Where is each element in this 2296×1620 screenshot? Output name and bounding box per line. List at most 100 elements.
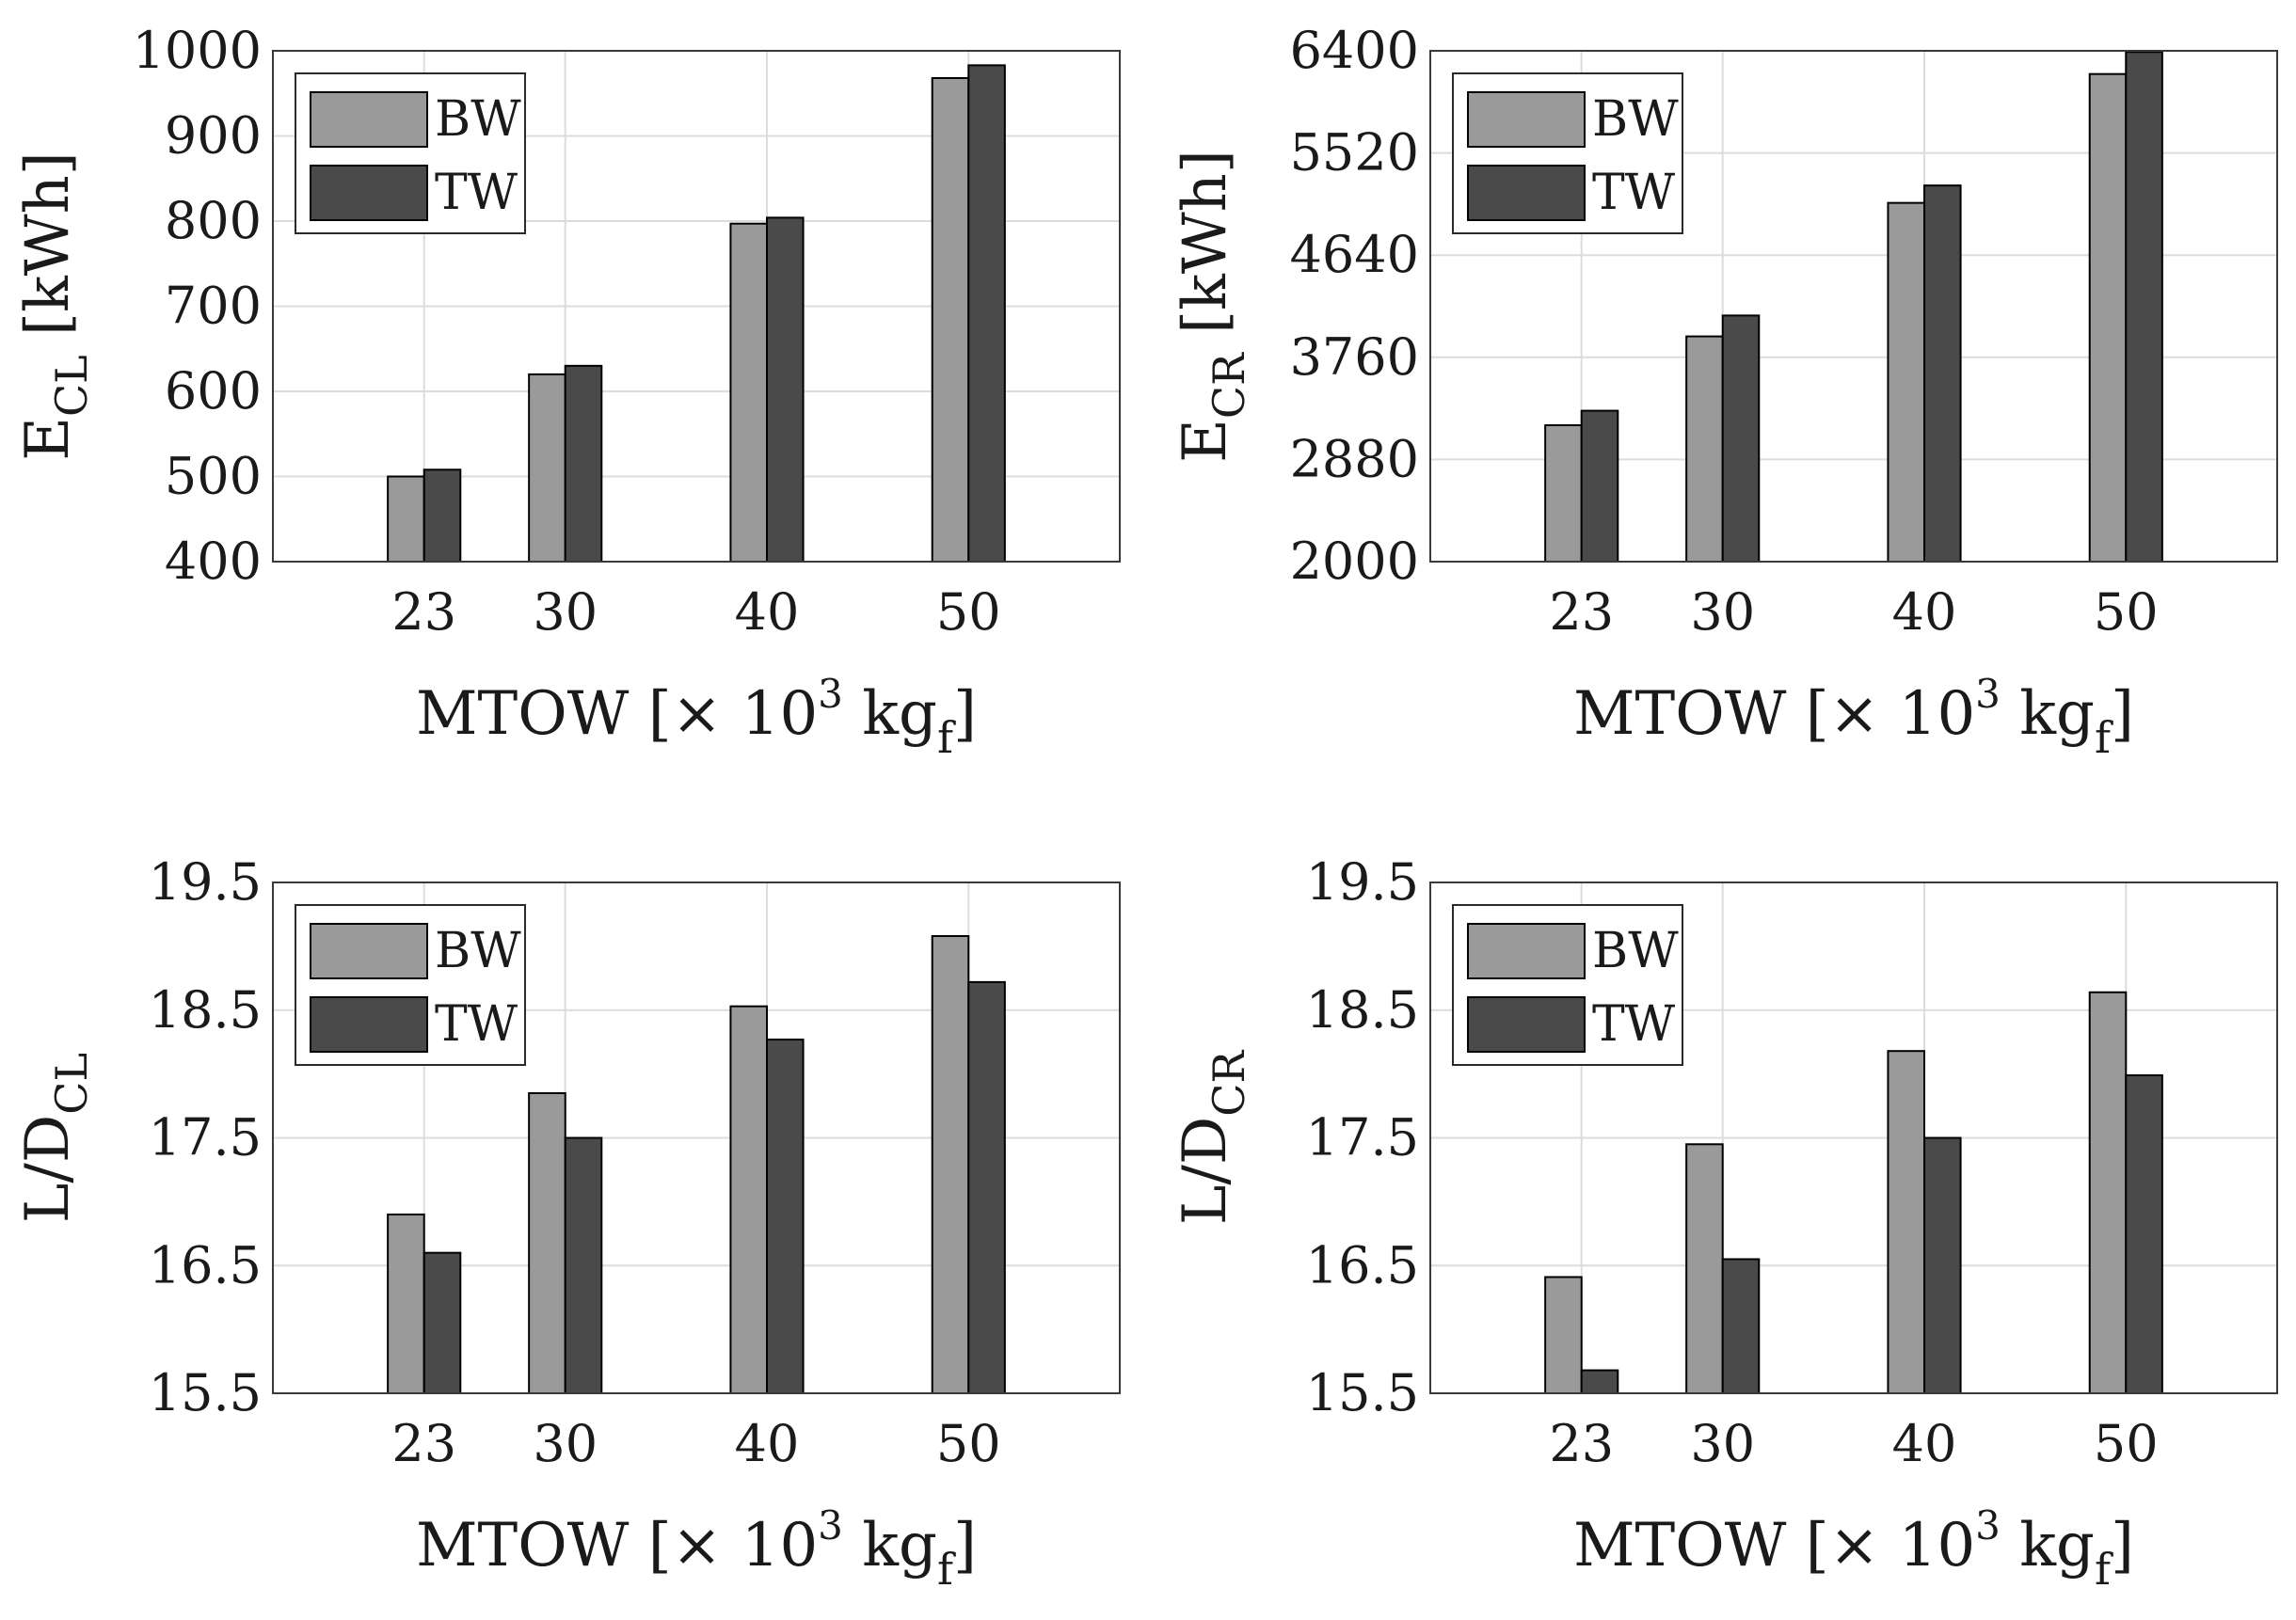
x-tick-label: 40 <box>735 582 800 642</box>
legend-swatch-tw <box>310 165 428 221</box>
legend-swatch-tw <box>1467 996 1586 1053</box>
x-axis-label: MTOW [× 103 kgf] <box>416 671 977 763</box>
y-tick-label: 600 <box>165 361 262 421</box>
bar-bw-23 <box>1544 423 1583 563</box>
y-tick-label: 500 <box>165 447 262 506</box>
bar-bw-30 <box>528 1091 566 1395</box>
y-tick-label: 2880 <box>1290 429 1419 488</box>
y-tick-label: 800 <box>165 191 262 250</box>
legend-label-bw: BW <box>435 923 521 979</box>
chart-panel-bottom-right: 15.5 16.5 17.5 18.5 19.5 23 30 40 50 MTOW [× 103 … <box>1171 852 2278 1595</box>
y-tick-label: 19.5 <box>1306 852 1419 912</box>
bar-bw-40 <box>729 1005 769 1394</box>
bar-tw-50 <box>2125 51 2163 564</box>
legend: BW TW <box>1452 72 1683 234</box>
plot-frame <box>272 881 1121 1394</box>
y-tick-label: 2000 <box>1290 532 1419 591</box>
y-tick-label: 900 <box>165 106 262 166</box>
y-tick-label: 6400 <box>1290 21 1419 80</box>
x-tick-label: 40 <box>735 1414 800 1473</box>
y-tick-label: 3760 <box>1290 327 1419 387</box>
y-axis-label: L/DCR <box>1171 1050 1254 1226</box>
x-tick-label: 50 <box>2094 582 2159 642</box>
y-tick-label: 17.5 <box>149 1108 262 1167</box>
y-tick-label: 15.5 <box>1306 1363 1419 1422</box>
y-tick-label: 400 <box>165 532 262 591</box>
bar-bw-40 <box>1887 1050 1926 1394</box>
y-tick-label: 1000 <box>133 21 262 80</box>
bar-bw-23 <box>1544 1276 1583 1395</box>
y-tick-label: 5520 <box>1290 123 1419 183</box>
x-tick-label: 30 <box>1690 1414 1755 1473</box>
bar-bw-50 <box>931 935 970 1394</box>
legend-swatch-tw <box>310 996 428 1053</box>
bar-tw-50 <box>2125 1073 2163 1395</box>
legend: BW TW <box>295 72 526 234</box>
y-axis-label: ECR [kWh] <box>1171 150 1254 463</box>
x-tick-label: 50 <box>936 1414 1001 1473</box>
legend-label-bw: BW <box>1592 923 1679 979</box>
legend-label-bw: BW <box>435 91 521 148</box>
y-tick-label: 16.5 <box>149 1235 262 1294</box>
x-tick-label: 23 <box>391 1414 456 1473</box>
legend-swatch-bw <box>1467 923 1586 979</box>
y-tick-label: 700 <box>165 277 262 336</box>
y-tick-label: 4640 <box>1290 225 1419 284</box>
plot-frame <box>272 50 1121 563</box>
bar-tw-50 <box>967 64 1006 563</box>
x-axis-label: MTOW [× 103 kgf] <box>416 1502 977 1595</box>
bar-bw-50 <box>2088 72 2128 563</box>
bar-tw-30 <box>564 1136 603 1394</box>
y-tick-label: 17.5 <box>1306 1108 1419 1167</box>
bar-tw-30 <box>1721 314 1761 563</box>
chart-panel-bottom-left: 15.5 16.5 17.5 18.5 19.5 23 30 40 50 MTOW [× 103 … <box>13 852 1121 1595</box>
y-axis-label: ECL [kWh] <box>13 151 97 461</box>
bar-bw-40 <box>729 222 769 563</box>
bar-bw-30 <box>528 373 566 563</box>
y-tick-label: 18.5 <box>1306 980 1419 1040</box>
x-tick-label: 40 <box>1892 1414 1957 1473</box>
y-tick-label: 19.5 <box>149 852 262 912</box>
bar-bw-30 <box>1685 335 1724 563</box>
bar-tw-50 <box>967 980 1006 1394</box>
bar-tw-23 <box>1580 1369 1619 1394</box>
bar-tw-23 <box>423 1251 462 1395</box>
legend-label-bw: BW <box>1592 91 1679 148</box>
legend-label-tw: TW <box>435 996 518 1053</box>
legend-label-tw: TW <box>435 165 518 221</box>
bar-bw-40 <box>1887 201 1926 563</box>
legend-swatch-bw <box>310 923 428 979</box>
x-axis-label: MTOW [× 103 kgf] <box>1573 1502 2134 1595</box>
x-tick-label: 23 <box>1549 1414 1614 1473</box>
bar-tw-30 <box>564 364 603 563</box>
bar-tw-40 <box>1923 1136 1962 1394</box>
plot-frame <box>1429 50 2278 563</box>
chart-panel-top-left: 400 500 600 700 800 900 1000 23 30 40 50 MTOW [× 10… <box>13 21 1121 763</box>
legend-label-tw: TW <box>1592 996 1676 1053</box>
bar-tw-23 <box>1580 409 1619 563</box>
x-tick-label: 30 <box>533 582 598 642</box>
y-tick-label: 15.5 <box>149 1363 262 1422</box>
y-tick-label: 18.5 <box>149 980 262 1040</box>
legend: BW TW <box>295 904 526 1066</box>
x-tick-label: 50 <box>2094 1414 2159 1473</box>
legend-label-tw: TW <box>1592 165 1676 221</box>
y-axis-label: L/DCL <box>13 1053 97 1223</box>
x-tick-label: 30 <box>533 1414 598 1473</box>
bar-tw-40 <box>766 1038 805 1395</box>
bar-tw-40 <box>766 216 805 563</box>
x-tick-label: 23 <box>391 582 456 642</box>
legend-swatch-bw <box>310 91 428 148</box>
x-tick-label: 30 <box>1690 582 1755 642</box>
bar-tw-40 <box>1923 184 1962 563</box>
x-axis-label: MTOW [× 103 kgf] <box>1573 671 2134 763</box>
x-tick-label: 23 <box>1549 582 1614 642</box>
legend: BW TW <box>1452 904 1683 1066</box>
legend-swatch-bw <box>1467 91 1586 148</box>
bar-bw-23 <box>387 475 425 563</box>
bar-tw-23 <box>423 469 462 564</box>
bar-bw-50 <box>2088 991 2128 1394</box>
bar-bw-30 <box>1685 1143 1724 1394</box>
legend-swatch-tw <box>1467 165 1586 221</box>
